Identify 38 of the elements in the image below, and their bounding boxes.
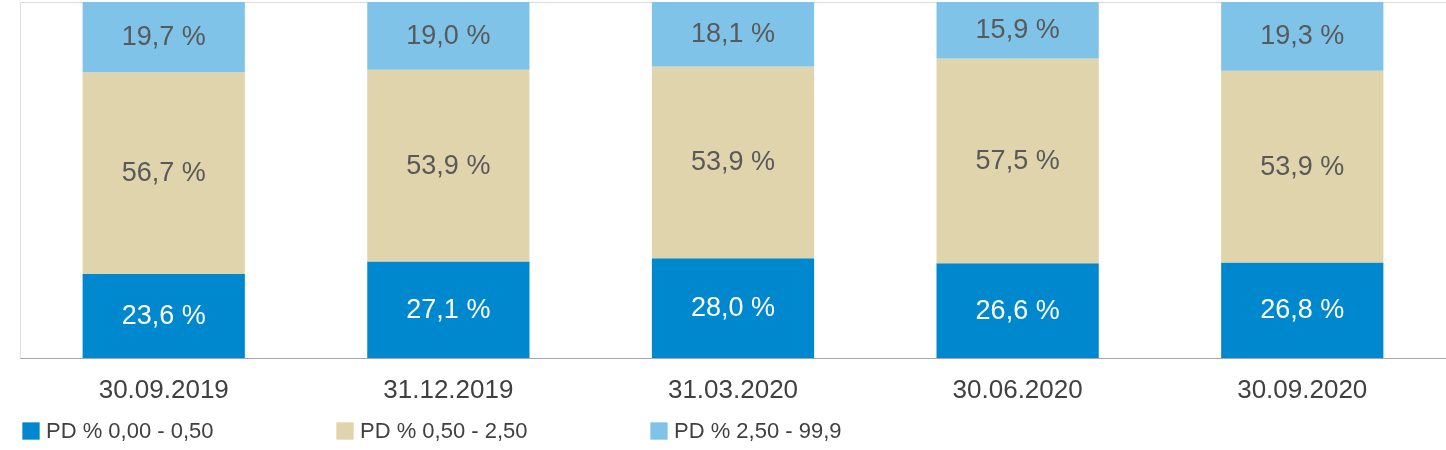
- bar: [82, 273, 245, 358]
- x-tick-label: 30.06.2020: [952, 373, 1083, 404]
- bar: [1221, 262, 1384, 358]
- data-label: 53,9 %: [690, 146, 776, 177]
- bar: [936, 263, 1099, 358]
- bar: [651, 2, 815, 67]
- bar: [651, 66, 815, 259]
- data-label: 19,0 %: [406, 19, 491, 50]
- x-tick-label: 31.12.2019: [383, 373, 514, 404]
- bar: [82, 72, 245, 274]
- bar: [367, 69, 530, 262]
- data-label: 27,1 %: [406, 293, 491, 324]
- bar: [936, 2, 1099, 59]
- data-label: 23,6 %: [121, 299, 206, 330]
- data-label: 28,0 %: [690, 292, 776, 323]
- bar: [936, 58, 1099, 264]
- data-label: 53,9 %: [406, 149, 491, 180]
- bar: [367, 261, 530, 358]
- data-label: 19,7 %: [121, 21, 206, 52]
- data-label: 19,3 %: [1260, 20, 1345, 51]
- data-label: 57,5 %: [975, 144, 1060, 175]
- data-label: 53,9 %: [1260, 150, 1345, 181]
- x-tick-label: 30.09.2019: [98, 373, 229, 404]
- bar: [82, 2, 245, 73]
- data-label: 56,7 %: [121, 157, 206, 188]
- data-label: 26,8 %: [1260, 294, 1345, 325]
- bar: [1221, 70, 1384, 263]
- data-label: 26,6 %: [975, 294, 1060, 325]
- legend-label: PD % 0,50 - 2,50: [360, 418, 528, 443]
- bar: [1221, 2, 1384, 71]
- data-label: 18,1 %: [690, 18, 776, 49]
- bar: [651, 258, 815, 358]
- bar: [367, 2, 530, 70]
- data-label: 15,9 %: [975, 14, 1060, 45]
- x-tick-label: 30.09.2020: [1237, 373, 1368, 404]
- legend-label: PD % 2,50 - 99,9: [674, 418, 842, 443]
- legend-label: PD % 0,00 - 0,50: [46, 418, 214, 443]
- x-tick-label: 31.03.2020: [667, 373, 799, 404]
